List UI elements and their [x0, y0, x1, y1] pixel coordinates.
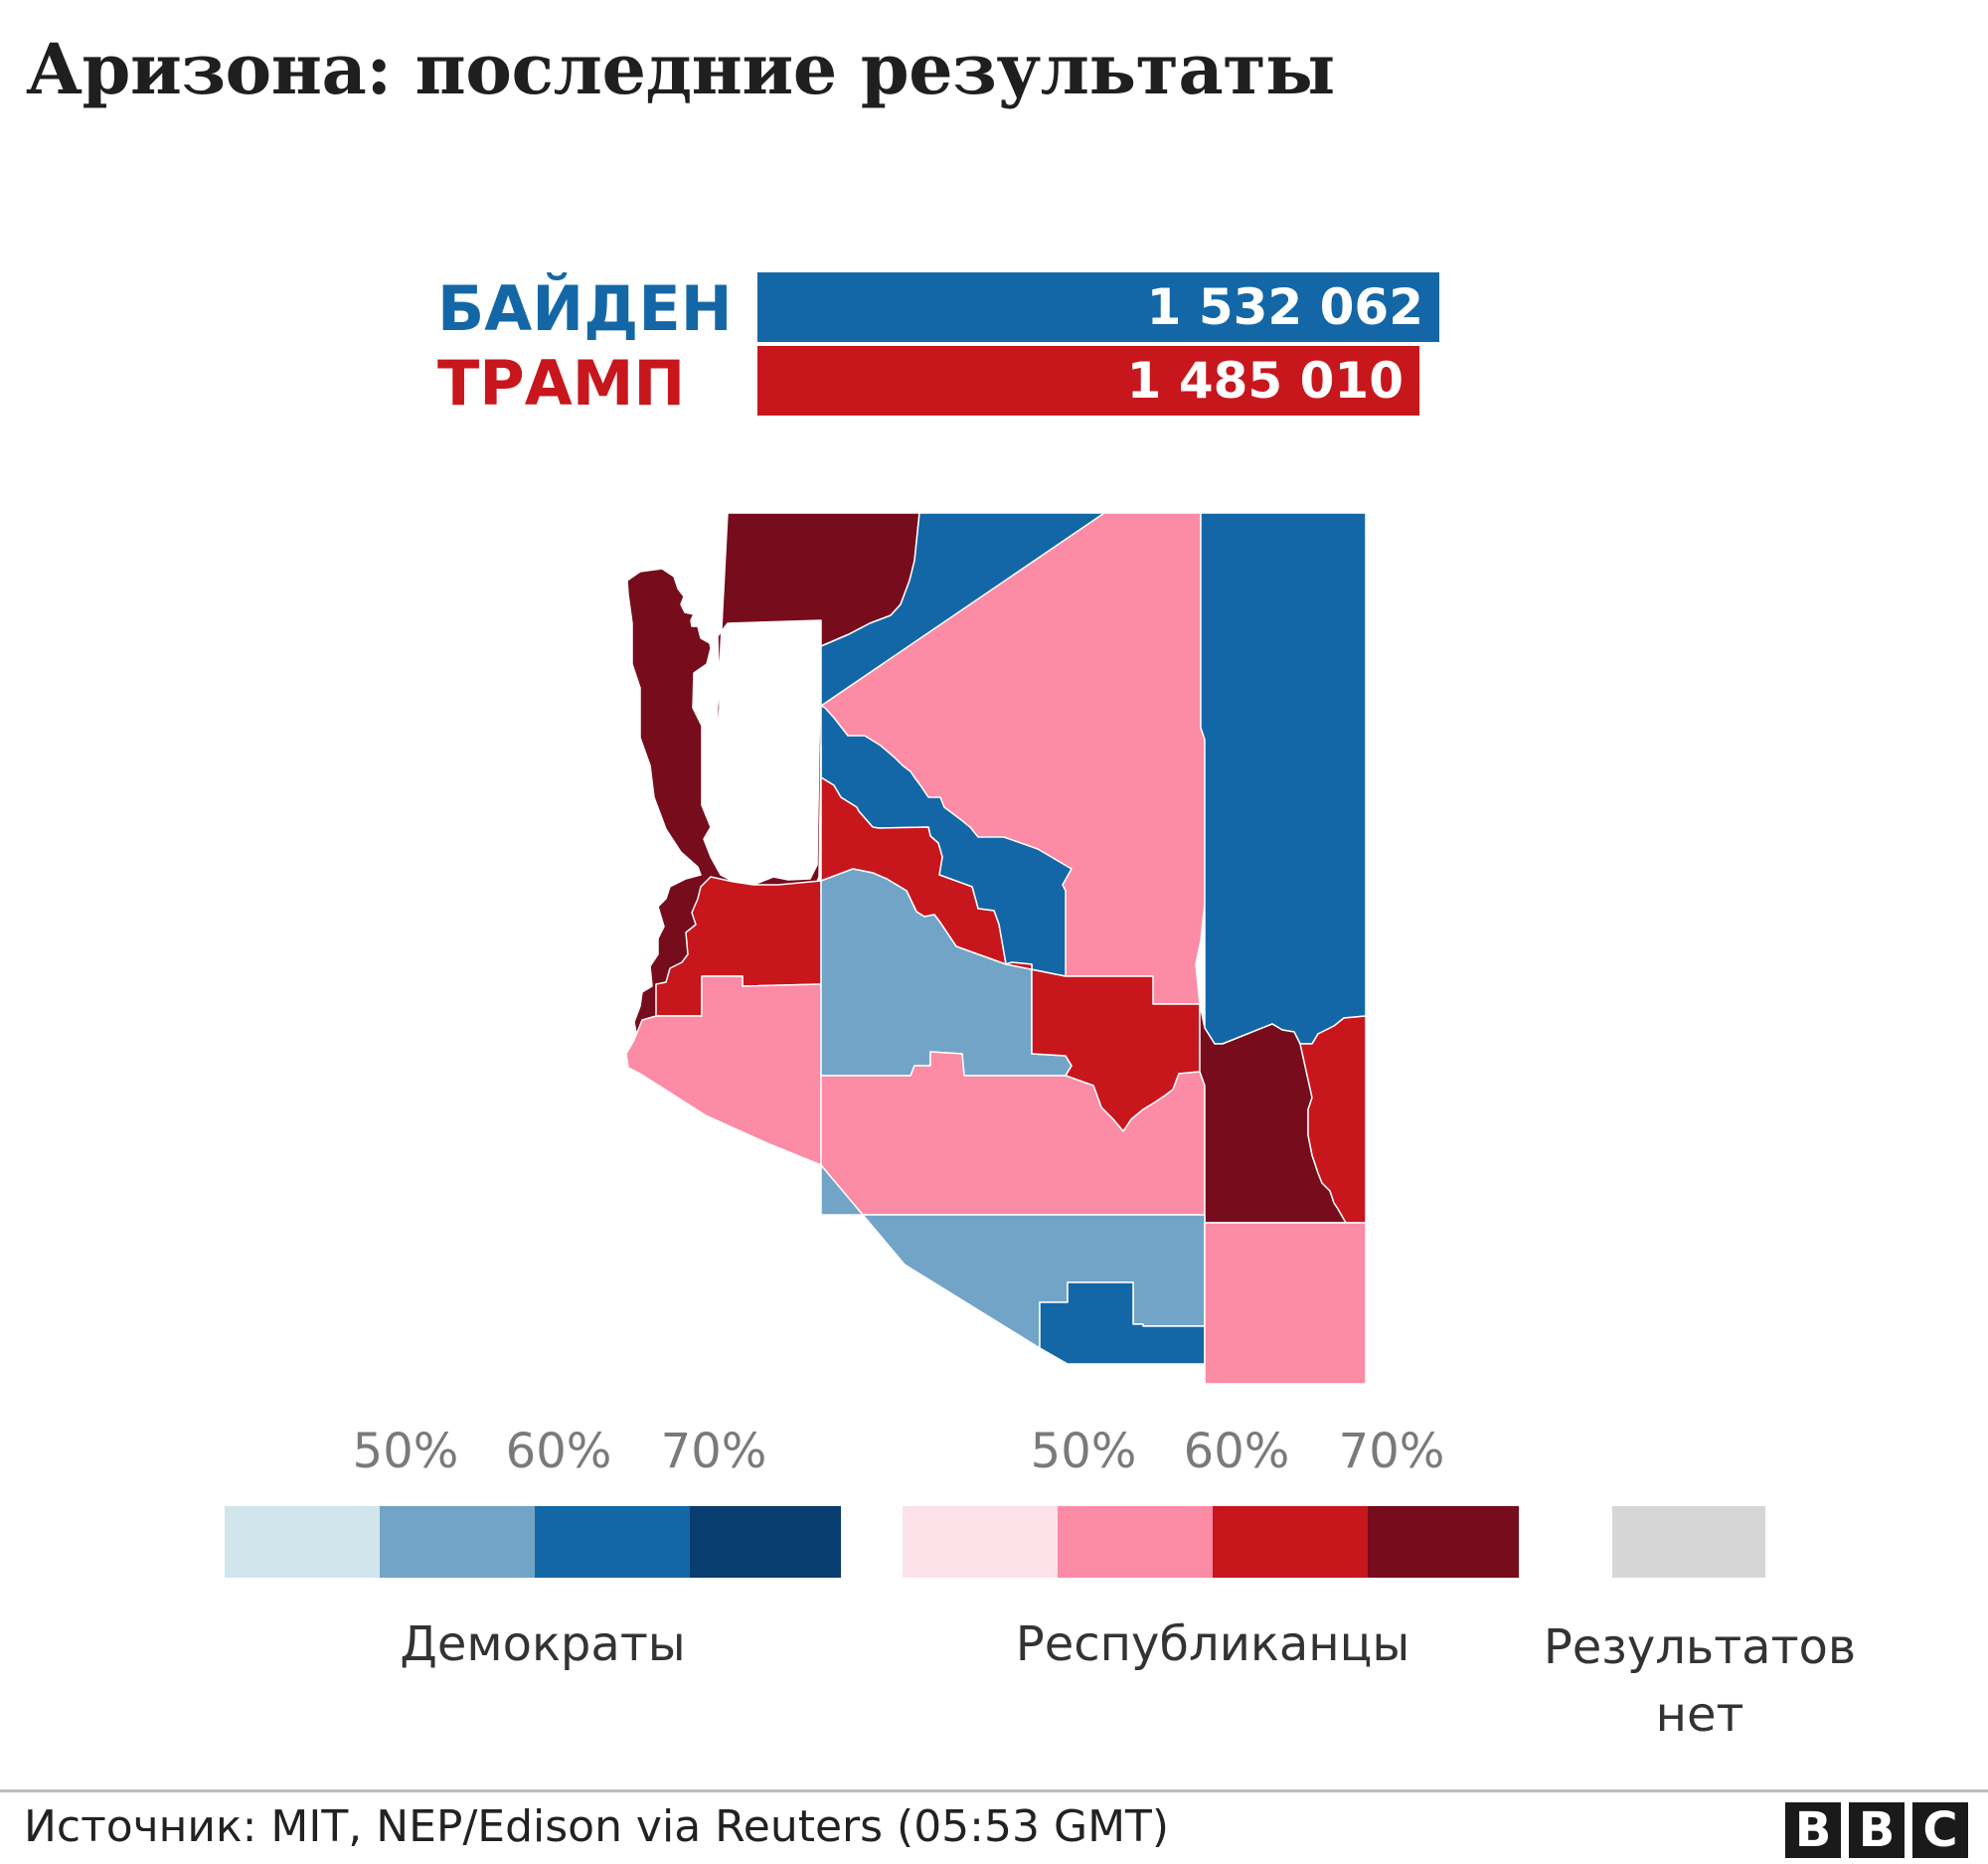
bbc-logo-letter: C: [1912, 1802, 1968, 1858]
dem-tick-50: 50%: [352, 1424, 459, 1479]
footer-divider: [0, 1789, 1988, 1792]
dem-tick-70: 70%: [660, 1424, 767, 1479]
dem-swatch-2: [380, 1506, 535, 1578]
county-navajo: [820, 512, 1206, 1005]
dem-tick-60: 60%: [505, 1424, 612, 1479]
rep-swatch-1: [903, 1506, 1058, 1578]
county-yuma: [626, 975, 822, 1166]
dem-swatch-4: [690, 1506, 841, 1578]
rep-tick-60: 60%: [1183, 1424, 1290, 1479]
dem-swatch-3: [535, 1506, 690, 1578]
county-apache: [1200, 512, 1367, 1045]
bbc-logo: B B C: [1785, 1802, 1968, 1858]
republicans-label: Республиканцы: [1015, 1616, 1410, 1672]
dem-swatch-1: [225, 1506, 380, 1578]
bbc-logo-letter: B: [1849, 1802, 1905, 1858]
biden-vote-bar: 1 532 062: [757, 272, 1439, 342]
county-santa-cruz: [1039, 1281, 1206, 1365]
chart-title: Аризона: последние результаты: [26, 28, 1335, 110]
rep-swatch-4: [1368, 1506, 1519, 1578]
rep-tick-50: 50%: [1030, 1424, 1137, 1479]
rep-tick-70: 70%: [1338, 1424, 1445, 1479]
no-results-label: Результатов нет: [1543, 1619, 1857, 1743]
rep-swatch-3: [1213, 1506, 1368, 1578]
trump-name: ТРАМП: [437, 347, 686, 420]
no-results-swatch: [1612, 1506, 1765, 1578]
biden-name: БАЙДЕН: [437, 272, 733, 345]
trump-vote-bar: 1 485 010: [757, 346, 1419, 416]
bbc-logo-letter: B: [1785, 1802, 1841, 1858]
arizona-county-map: [626, 512, 1367, 1384]
county-cochise: [1204, 1222, 1367, 1384]
county-greenlee: [1299, 1015, 1367, 1224]
democrats-label: Демократы: [400, 1616, 686, 1672]
source-note: Источник: MIT, NEP/Edison via Reuters (0…: [24, 1801, 1170, 1852]
rep-swatch-2: [1058, 1506, 1213, 1578]
